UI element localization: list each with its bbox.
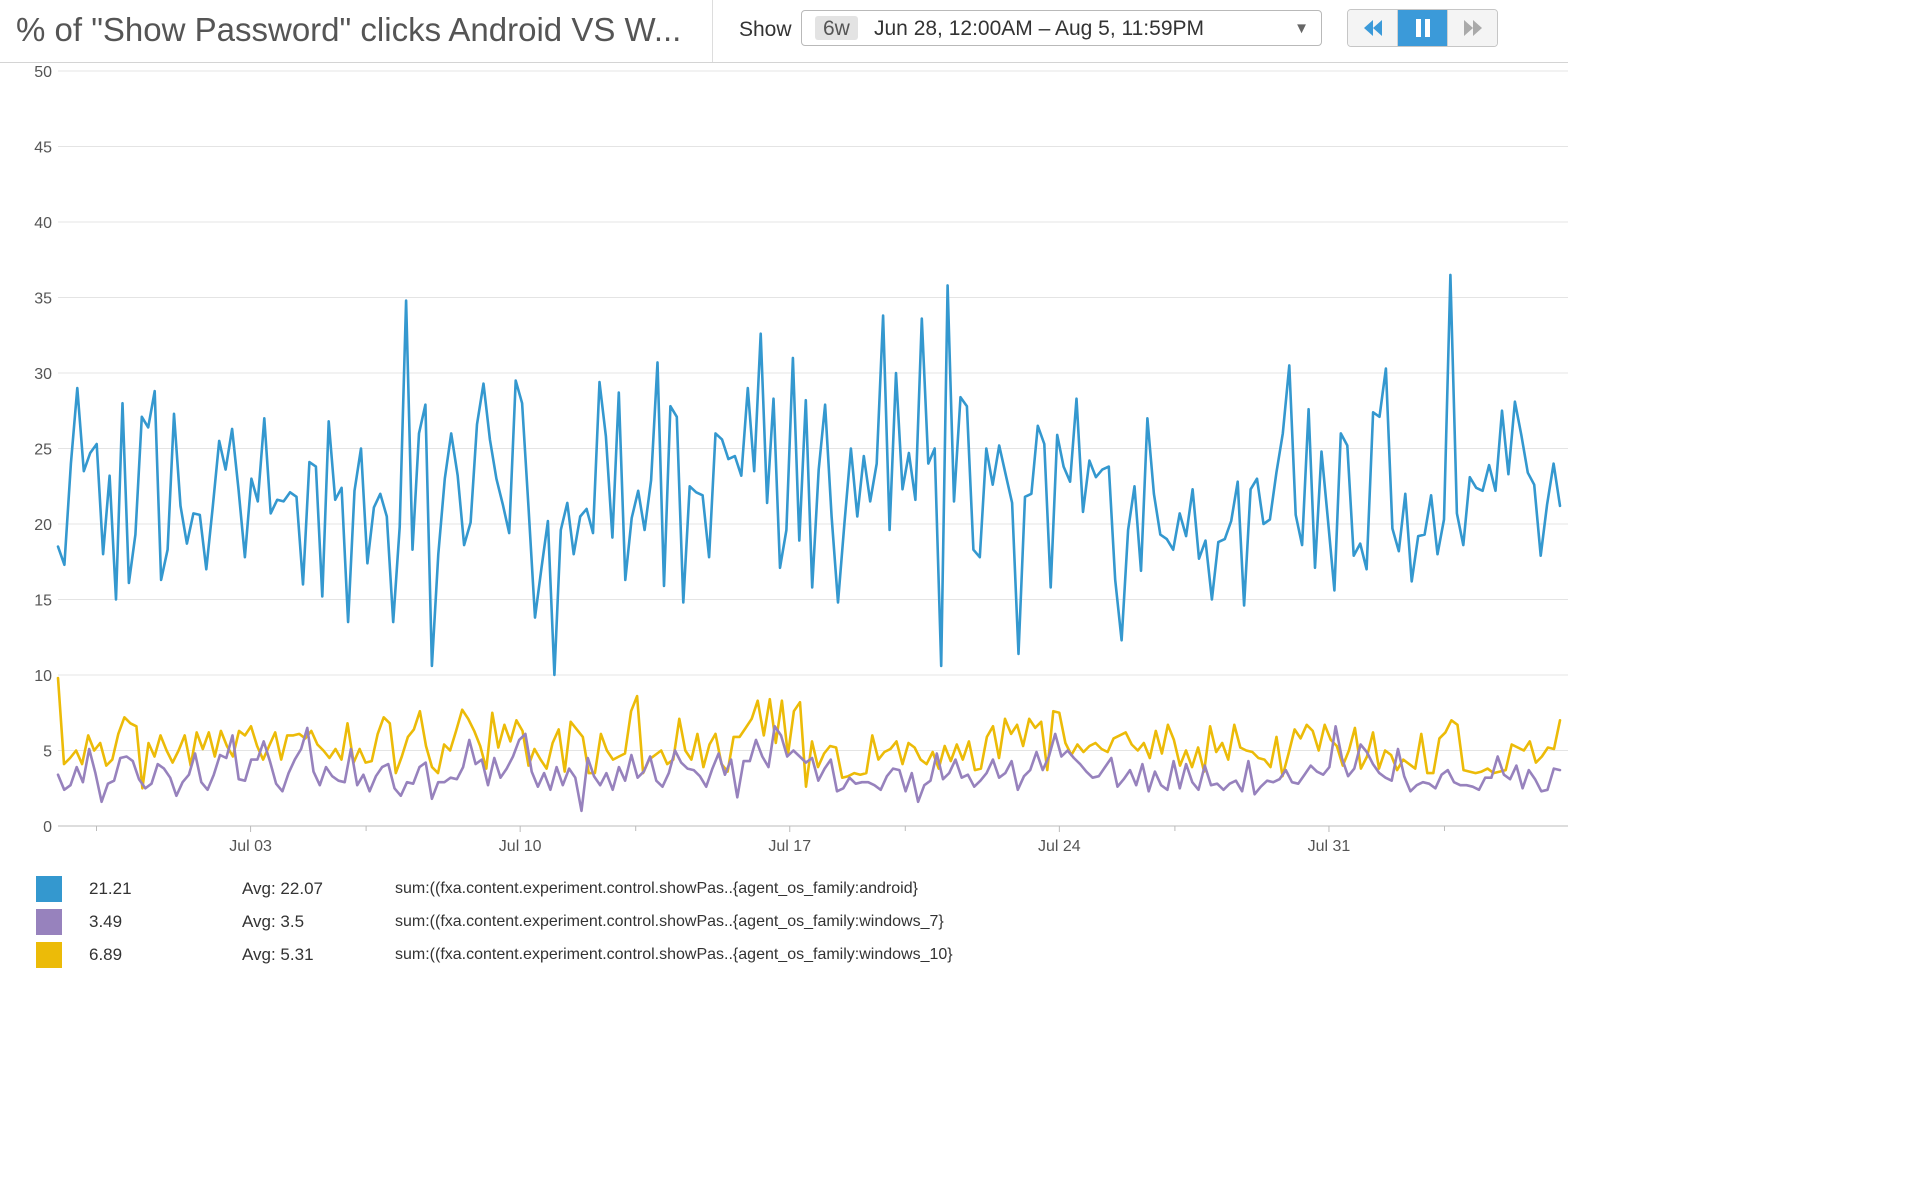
- legend-row-windows-10[interactable]: 6.89 Avg: 5.31 sum:((fxa.content.experim…: [0, 938, 1568, 971]
- fast-forward-button[interactable]: [1448, 10, 1497, 46]
- legend-swatch: [36, 909, 62, 935]
- y-tick-label: 20: [34, 517, 52, 534]
- y-tick-label: 35: [34, 291, 52, 308]
- y-axis-ticks: 0 5 10 15 20 25 30 35 40 45 50: [34, 64, 52, 836]
- y-tick-label: 40: [34, 215, 52, 232]
- legend-row-android[interactable]: 21.21 Avg: 22.07 sum:((fxa.content.exper…: [0, 872, 1568, 905]
- dashboard-header: % of "Show Password" clicks Android VS W…: [0, 0, 1568, 63]
- legend-swatch: [36, 876, 62, 902]
- x-tick-label: Jul 24: [1038, 838, 1081, 855]
- timeseries-chart[interactable]: 0 5 10 15 20 25 30 35 40 45 50 Jul 03 Jul 10 Jul 17 J…: [0, 63, 1568, 863]
- series-line: [56, 724, 1562, 813]
- x-tick-label: Jul 03: [229, 838, 272, 855]
- legend-query: sum:((fxa.content.experiment.control.sho…: [395, 880, 918, 897]
- x-tick-label: Jul 17: [768, 838, 811, 855]
- pause-button[interactable]: [1398, 10, 1448, 46]
- legend-average: Avg: 3.5: [242, 912, 305, 931]
- x-axis-ticks: Jul 03 Jul 10 Jul 17 Jul 24 Jul 31: [96, 826, 1445, 855]
- legend-current-value: 21.21: [89, 879, 132, 898]
- legend-query: sum:((fxa.content.experiment.control.sho…: [395, 946, 953, 963]
- y-tick-label: 10: [34, 668, 52, 685]
- time-range-select[interactable]: 6w Jun 28, 12:00AM – Aug 5, 11:59PM ▼: [801, 10, 1322, 46]
- playback-controls: [1347, 9, 1498, 47]
- y-tick-label: 25: [34, 442, 52, 459]
- legend-average: Avg: 22.07: [242, 879, 323, 898]
- legend-current-value: 6.89: [89, 945, 123, 964]
- fast-forward-icon: [1463, 20, 1482, 36]
- rewind-icon: [1363, 20, 1382, 36]
- show-label: Show: [739, 18, 792, 41]
- y-tick-label: 5: [43, 744, 52, 761]
- header-divider: [712, 0, 713, 62]
- legend-swatch: [36, 942, 62, 968]
- legend-row-windows-7[interactable]: 3.49 Avg: 3.5 sum:((fxa.content.experime…: [0, 905, 1568, 938]
- x-tick-label: Jul 10: [499, 838, 542, 855]
- range-duration-badge: 6w: [815, 16, 858, 40]
- y-tick-label: 50: [34, 64, 52, 81]
- y-tick-label: 45: [34, 140, 52, 157]
- y-tick-label: 15: [34, 593, 52, 610]
- x-tick-label: Jul 31: [1308, 838, 1351, 855]
- series-line: [56, 273, 1562, 677]
- pause-icon: [1415, 19, 1430, 37]
- grid-lines: [58, 70, 1568, 751]
- rewind-button[interactable]: [1348, 10, 1398, 46]
- legend-query: sum:((fxa.content.experiment.control.sho…: [395, 913, 944, 930]
- y-tick-label: 0: [43, 819, 52, 836]
- legend-average: Avg: 5.31: [242, 945, 314, 964]
- chevron-down-icon: ▼: [1294, 20, 1309, 37]
- range-dates-text: Jun 28, 12:00AM – Aug 5, 11:59PM: [874, 17, 1205, 40]
- y-tick-label: 30: [34, 366, 52, 383]
- graph-title: % of "Show Password" clicks Android VS W…: [16, 11, 682, 48]
- legend-current-value: 3.49: [89, 912, 123, 931]
- series-lines: [56, 273, 1562, 813]
